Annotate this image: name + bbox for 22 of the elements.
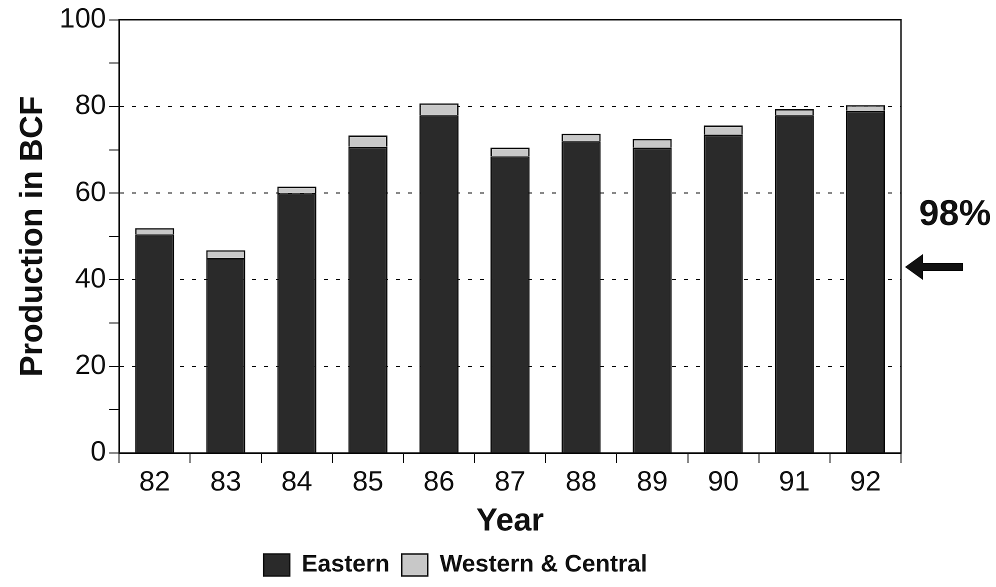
x-tick-label: 91 <box>778 466 810 497</box>
y-axis-title: Production in BCF <box>13 96 50 377</box>
y-tick-label: 100 <box>59 2 106 34</box>
x-tick-label: 88 <box>566 466 597 497</box>
x-tick-label: 89 <box>636 466 668 497</box>
legend-label: Western & Central <box>440 550 648 578</box>
x-tick-label: 86 <box>423 466 455 497</box>
x-tick-label: 85 <box>352 466 384 497</box>
x-tick-label: 92 <box>850 466 882 497</box>
x-tick-label: 83 <box>210 466 242 497</box>
legend-label: Eastern <box>302 550 390 578</box>
y-tick-label: 20 <box>74 349 106 380</box>
x-tick-label: 84 <box>281 466 312 497</box>
x-tick-label: 90 <box>708 466 739 497</box>
x-tick-label: 82 <box>139 466 170 497</box>
y-tick-label: 80 <box>74 89 106 120</box>
y-tick-label: 40 <box>74 262 106 294</box>
x-axis-title: Year <box>476 502 544 538</box>
y-tick-label: 0 <box>90 436 106 467</box>
text: 98% <box>919 192 992 234</box>
y-tick-label: 60 <box>74 176 106 207</box>
x-tick-label: 87 <box>494 466 526 497</box>
